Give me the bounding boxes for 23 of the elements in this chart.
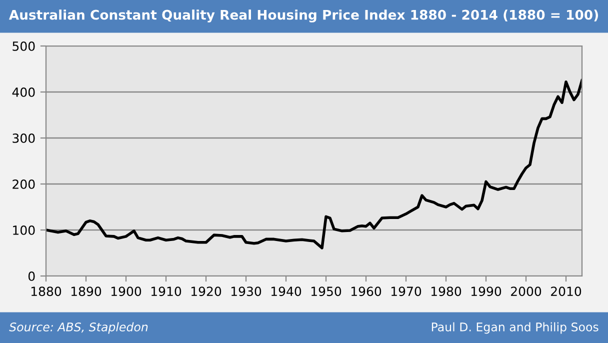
text: Paul D. Egan and Philip Soos (432, 322, 598, 334)
chart-title: Australian Constant Quality Real Housing Price Index 1880 - 2014 (1880 = 100) (8, 10, 598, 22)
x-tick-label: 1950 (311, 286, 342, 296)
x-tick-label: 1880 (31, 286, 62, 296)
x-tick-label: 1920 (191, 286, 222, 296)
y-tick-label: 400 (12, 87, 35, 97)
x-tick-label: 1930 (231, 286, 262, 296)
y-tick-label: 100 (13, 225, 35, 235)
x-tick-label: 1940 (271, 286, 302, 296)
x-tick-label: 1960 (351, 286, 382, 296)
x-tick-label: 1900 (111, 286, 142, 296)
x-tick-label: 1980 (431, 286, 462, 296)
x-tick-label: 1970 (391, 286, 422, 296)
x-tick-label: 2000 (511, 286, 542, 296)
x-tick-label: 2010 (551, 286, 582, 296)
source-note: Source: ABS, Stapledon (9, 322, 148, 334)
x-tick-label: 1890 (71, 286, 102, 296)
x-tick-label: 1990 (471, 286, 502, 296)
y-tick-label: 0 (28, 271, 35, 281)
y-tick-label: 300 (12, 133, 35, 143)
y-tick-label: 200 (12, 179, 35, 189)
y-tick-label: 500 (12, 41, 35, 51)
x-tick-label: 1910 (151, 286, 182, 296)
